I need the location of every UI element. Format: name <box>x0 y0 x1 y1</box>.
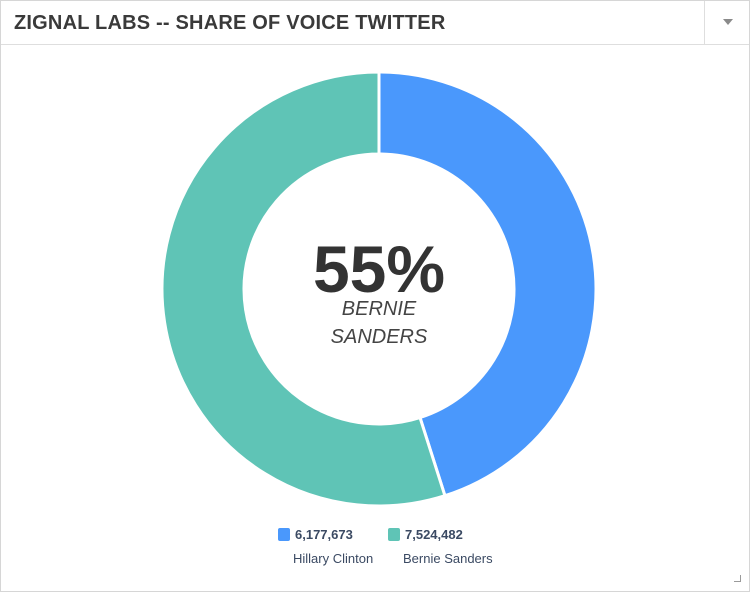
donut-svg <box>160 70 598 508</box>
chevron-down-icon <box>723 19 733 25</box>
legend-value: 7,524,482 <box>405 527 463 542</box>
donut-chart: 55% BERNIE SANDERS <box>1 45 749 515</box>
center-label-line2: SANDERS <box>330 326 428 348</box>
donut-slice-hillary-clinton[interactable] <box>377 70 598 498</box>
legend-value: 6,177,673 <box>295 527 353 542</box>
center-label-line1: BERNIE <box>341 298 417 320</box>
legend-swatch <box>388 528 400 541</box>
resize-handle[interactable] <box>734 575 741 582</box>
panel-menu-button[interactable] <box>704 1 750 44</box>
center-percentage: 55% <box>312 232 446 306</box>
legend-swatch <box>278 528 290 541</box>
panel-header: ZIGNAL LABS -- SHARE OF VOICE TWITTER <box>1 1 749 45</box>
chart-legend: 6,177,673 Hillary Clinton 7,524,482 Bern… <box>1 526 749 576</box>
donut-slice-bernie-sanders[interactable] <box>160 70 447 508</box>
legend-label: Hillary Clinton <box>293 551 374 566</box>
center-label: BERNIE SANDERS <box>229 295 529 351</box>
legend-label: Bernie Sanders <box>403 551 493 566</box>
panel-title: ZIGNAL LABS -- SHARE OF VOICE TWITTER <box>14 12 446 34</box>
